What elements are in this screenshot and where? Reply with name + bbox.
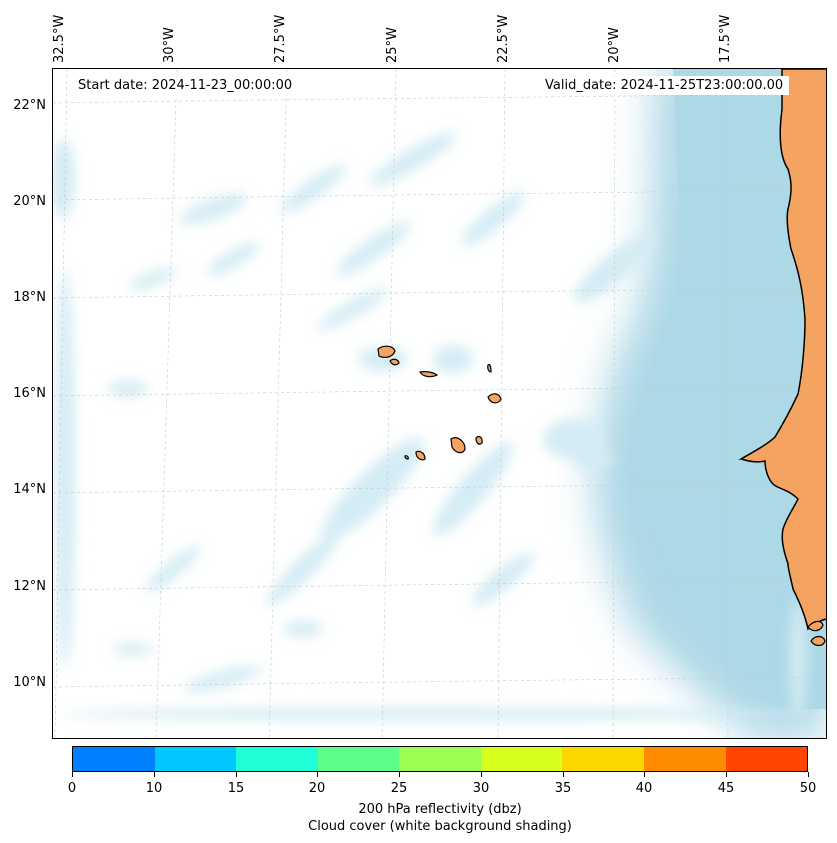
colorbar-tick-mark [481, 772, 482, 777]
cape-verde-islands [377, 345, 502, 461]
longitude-label: 22.5°W [496, 14, 511, 63]
longitude-label: 27.5°W [273, 14, 288, 63]
colorbar-tick-mark [563, 772, 564, 777]
colorbar-segment [562, 747, 644, 771]
colorbar-label: 200 hPa reflectivity (dbz) [358, 802, 522, 817]
colorbar-tick-mark [317, 772, 318, 777]
colorbar-tick-mark [399, 772, 400, 777]
latitude-label: 18°N [13, 290, 46, 305]
latitude-label: 10°N [13, 675, 46, 690]
colorbar-tick-label: 10 [145, 781, 163, 796]
latitude-label: 14°N [13, 482, 46, 497]
colorbar-tick-label: 25 [390, 781, 408, 796]
longitude-label: 20°W [607, 27, 622, 63]
colorbar-tick-mark [808, 772, 809, 777]
latitude-label: 20°N [13, 194, 46, 209]
longitude-label: 25°W [385, 27, 400, 63]
colorbar-tick-label: 40 [635, 781, 653, 796]
colorbar-tick-mark [726, 772, 727, 777]
map-panel [52, 68, 827, 739]
colorbar-segment [236, 747, 318, 771]
colorbar-tick-label: 30 [472, 781, 490, 796]
coastal-ocean-shading-core [638, 69, 826, 709]
colorbar-segment [480, 747, 563, 771]
colorbar-tick-mark [154, 772, 155, 777]
colorbar-segment [725, 747, 808, 771]
colorbar-segment [399, 747, 481, 771]
colorbar-tick-label: 45 [717, 781, 735, 796]
bissagos-islands [807, 620, 824, 632]
colorbar-segment [73, 747, 155, 771]
reflectivity-colorbar [72, 746, 808, 772]
colorbar-tick-label: 0 [67, 781, 77, 796]
colorbar-tick-mark [644, 772, 645, 777]
longitude-label: 30°W [162, 27, 177, 63]
start-date-label: Start date: 2024-11-23_00:00:00 [72, 76, 299, 95]
west-africa-land [738, 69, 826, 631]
map-canvas [53, 69, 826, 738]
latitude-label: 12°N [13, 579, 46, 594]
colorbar-tick-label: 35 [554, 781, 572, 796]
colorbar-segment [643, 747, 726, 771]
longitude-label: 17.5°W [718, 14, 733, 63]
colorbar-tick-mark [72, 772, 73, 777]
colorbar-tick-label: 50 [799, 781, 817, 796]
colorbar-sublabel: Cloud cover (white background shading) [308, 819, 572, 834]
latitude-label: 22°N [13, 98, 46, 113]
colorbar-tick-mark [236, 772, 237, 777]
graticule [53, 69, 826, 738]
colorbar-tick-label: 15 [227, 781, 245, 796]
colorbar-tick-label: 20 [308, 781, 326, 796]
colorbar-segment [154, 747, 237, 771]
latitude-label: 16°N [13, 386, 46, 401]
cloud-cover-shading [53, 132, 806, 720]
valid-date-label: Valid_date: 2024-11-25T23:00:00.00 [539, 76, 790, 95]
longitude-label: 32.5°W [52, 14, 67, 63]
colorbar-segment [317, 747, 400, 771]
